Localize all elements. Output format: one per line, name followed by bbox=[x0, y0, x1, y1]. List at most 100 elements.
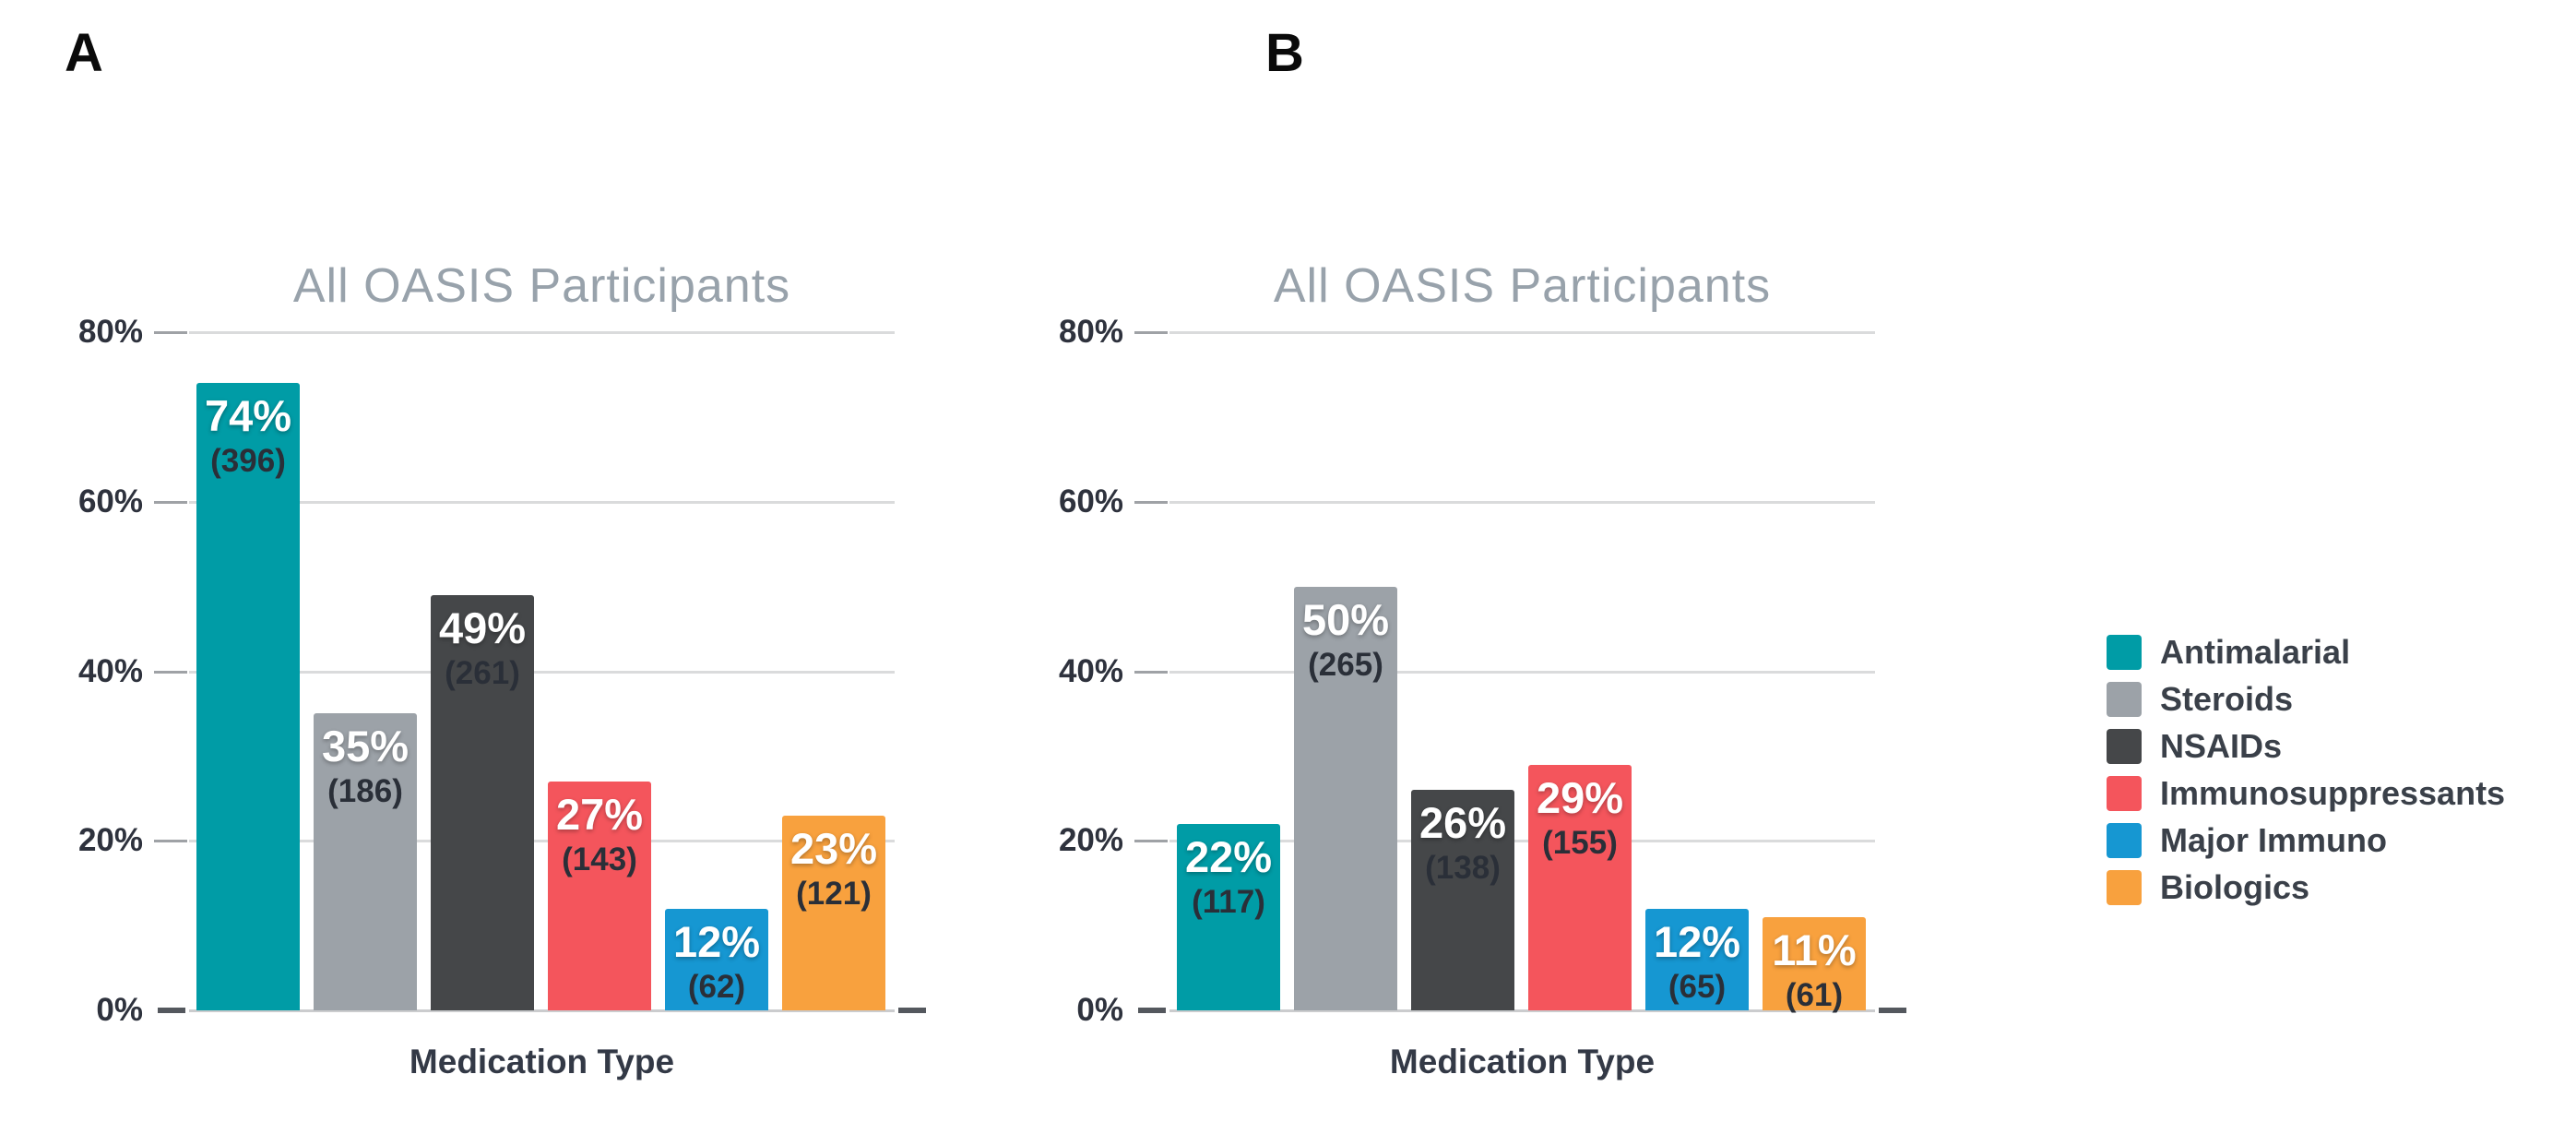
y-tick-label-40%: 40% bbox=[77, 652, 143, 689]
gridline-20% bbox=[1169, 840, 1875, 843]
baseline-left-cap bbox=[158, 1008, 185, 1013]
baseline-right-cap bbox=[1879, 1008, 1906, 1013]
legend-item-major-immuno: Major Immuno bbox=[2107, 823, 2505, 858]
y-tick-label-20%: 20% bbox=[77, 822, 143, 859]
panel-a-label: A bbox=[65, 23, 103, 83]
y-tick-60% bbox=[1134, 500, 1168, 504]
bar-labels: 49% (261) bbox=[431, 603, 534, 692]
legend-swatch-icon bbox=[2107, 870, 2142, 905]
bar-percent-label: 50% bbox=[1301, 594, 1390, 644]
gridline-0% bbox=[189, 1009, 895, 1012]
legend-label: Antimalarial bbox=[2160, 633, 2351, 671]
x-axis-label: Medication Type bbox=[409, 1043, 675, 1080]
bar-count-label: (117) bbox=[1192, 883, 1265, 920]
gridline-40% bbox=[1169, 670, 1875, 674]
y-tick-40% bbox=[1134, 670, 1168, 674]
bar-immunosuppressants: 27% (143) bbox=[548, 781, 651, 1010]
y-tick-20% bbox=[1134, 840, 1168, 843]
gridline-60% bbox=[1169, 500, 1875, 504]
bar-percent-label: 23% bbox=[789, 823, 878, 873]
bar-major-immuno: 12% (65) bbox=[1645, 908, 1749, 1010]
bar-labels: 12% (62) bbox=[665, 916, 768, 1006]
bar-biologics: 11% (61) bbox=[1763, 916, 1866, 1013]
bar-count-label: (265) bbox=[1308, 646, 1383, 683]
gridline-40% bbox=[189, 670, 895, 674]
legend-swatch-icon bbox=[2107, 635, 2142, 670]
chart-panel-b: All OASIS Participants 22% (117) 50% (265) 26… bbox=[1031, 249, 1906, 1098]
bar-count-label: (65) bbox=[1668, 968, 1727, 1005]
bar-labels: 12% (65) bbox=[1645, 916, 1749, 1006]
bar-biologics: 23% (121) bbox=[782, 815, 885, 1010]
bar-antimalarial: 22% (117) bbox=[1177, 823, 1280, 1010]
y-tick-label-80%: 80% bbox=[77, 314, 143, 350]
gridline-0% bbox=[1169, 1009, 1875, 1012]
bar-labels: 23% (121) bbox=[782, 823, 885, 913]
bar-count-label: (261) bbox=[445, 654, 520, 691]
legend-item-steroids: Steroids bbox=[2107, 682, 2505, 717]
bar-percent-label: 27% bbox=[555, 789, 644, 839]
bar-labels: 11% (61) bbox=[1763, 925, 1866, 1014]
legend: Antimalarial Steroids NSAIDs Immunosuppress… bbox=[2107, 635, 2505, 905]
bar-antimalarial: 74% (396) bbox=[196, 383, 300, 1010]
plot-area: 74% (396) 35% (186) 49% (261) 27% (143) 12% (62) 2… bbox=[158, 331, 926, 1013]
y-tick-40% bbox=[154, 670, 187, 674]
bar-labels: 35% (186) bbox=[314, 721, 417, 810]
bar-count-label: (155) bbox=[1542, 824, 1618, 861]
legend-label: Major Immuno bbox=[2160, 821, 2388, 859]
gridline-80% bbox=[1169, 331, 1875, 334]
legend-item-nsaids: NSAIDs bbox=[2107, 729, 2505, 764]
bar-percent-label: 12% bbox=[1653, 916, 1741, 966]
bar-percent-label: 49% bbox=[438, 603, 527, 652]
baseline-left-cap bbox=[1138, 1008, 1166, 1013]
y-tick-label-80%: 80% bbox=[1058, 314, 1123, 350]
bar-major-immuno: 12% (62) bbox=[665, 908, 768, 1010]
legend-item-antimalarial: Antimalarial bbox=[2107, 635, 2505, 670]
bar-count-label: (62) bbox=[687, 968, 746, 1005]
legend-swatch-icon bbox=[2107, 823, 2142, 858]
bar-percent-label: 26% bbox=[1419, 798, 1507, 848]
legend-swatch-icon bbox=[2107, 682, 2142, 717]
legend-item-biologics: Biologics bbox=[2107, 870, 2505, 905]
gridline-80% bbox=[189, 331, 895, 334]
bar-nsaids: 26% (138) bbox=[1411, 790, 1514, 1010]
chart-title: All OASIS Participants bbox=[292, 259, 791, 313]
gridline-60% bbox=[189, 500, 895, 504]
y-tick-label-60%: 60% bbox=[77, 483, 143, 519]
gridline-20% bbox=[189, 840, 895, 843]
legend-label: Immunosuppressants bbox=[2160, 774, 2506, 812]
y-tick-20% bbox=[154, 840, 187, 843]
bar-percent-label: 29% bbox=[1536, 772, 1624, 822]
bar-immunosuppressants: 29% (155) bbox=[1528, 764, 1632, 1010]
y-tick-label-0%: 0% bbox=[96, 992, 143, 1028]
plot-area: 22% (117) 50% (265) 26% (138) 29% (155) 12% (65) 1… bbox=[1138, 331, 1906, 1013]
legend-item-immunosuppressants: Immunosuppressants bbox=[2107, 776, 2505, 811]
bar-labels: 26% (138) bbox=[1411, 797, 1514, 887]
y-tick-label-60%: 60% bbox=[1058, 483, 1123, 519]
bar-labels: 50% (265) bbox=[1294, 594, 1397, 684]
legend-label: Biologics bbox=[2160, 868, 2310, 906]
bar-percent-label: 74% bbox=[204, 391, 292, 441]
chart-panel-a: All OASIS Participants 74% (396) 35% (186) 49… bbox=[51, 249, 926, 1098]
bar-nsaids: 49% (261) bbox=[431, 594, 534, 1010]
bar-steroids: 50% (265) bbox=[1294, 586, 1397, 1010]
legend-swatch-icon bbox=[2107, 776, 2142, 811]
bar-count-label: (396) bbox=[210, 443, 286, 480]
legend-label: Steroids bbox=[2160, 680, 2294, 718]
y-tick-60% bbox=[154, 500, 187, 504]
y-tick-80% bbox=[154, 331, 187, 334]
legend-swatch-icon bbox=[2107, 729, 2142, 764]
bar-count-label: (61) bbox=[1785, 976, 1844, 1013]
y-tick-80% bbox=[1134, 331, 1168, 334]
bar-labels: 29% (155) bbox=[1528, 772, 1632, 862]
x-axis-label: Medication Type bbox=[1389, 1043, 1656, 1080]
baseline-right-cap bbox=[898, 1008, 926, 1013]
bar-percent-label: 22% bbox=[1184, 831, 1273, 881]
bar-count-label: (186) bbox=[327, 773, 403, 810]
y-tick-label-20%: 20% bbox=[1058, 822, 1123, 859]
bar-labels: 22% (117) bbox=[1177, 831, 1280, 921]
y-tick-label-40%: 40% bbox=[1058, 652, 1123, 689]
bar-labels: 74% (396) bbox=[196, 390, 300, 480]
bar-count-label: (121) bbox=[796, 875, 872, 912]
legend-label: NSAIDs bbox=[2160, 727, 2283, 765]
